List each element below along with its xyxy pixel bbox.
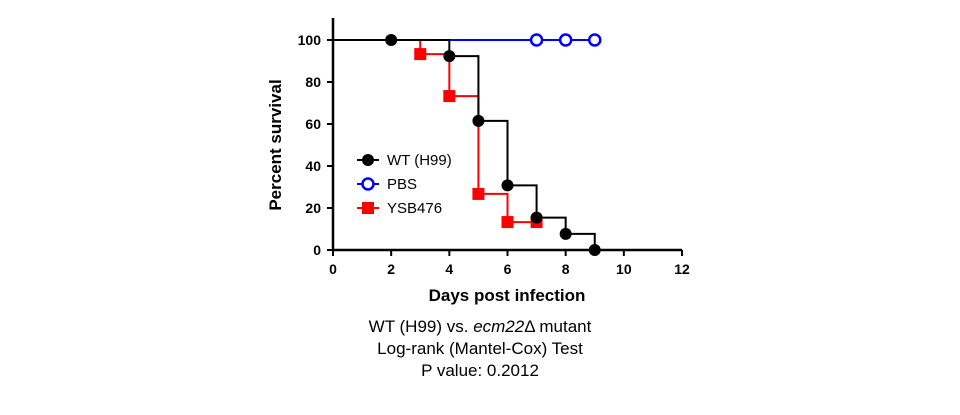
legend-label: YSB476 <box>387 200 442 217</box>
caption-prefix: WT (H99) vs. <box>368 317 474 336</box>
series-line-ysb476 <box>333 39 537 224</box>
caption-gene-name: ecm22 <box>473 317 525 336</box>
marker-wt-h99 <box>385 34 398 46</box>
caption-line-2: Log-rank (Mantel-Cox) Test <box>377 339 583 358</box>
caption-line-1: WT (H99) vs. ecm22Δ mutant <box>0 316 960 338</box>
caption-delta: Δ <box>524 317 535 336</box>
y-tick-label: 80 <box>305 74 321 90</box>
marker-ysb476 <box>472 187 485 200</box>
legend-label: WT (H99) <box>387 152 452 169</box>
caption-suffix: mutant <box>534 317 592 336</box>
legend-item-wt-h99: WT (H99) <box>357 152 452 169</box>
legend-item-ysb476: YSB476 <box>357 200 442 217</box>
legend-marker <box>362 154 374 166</box>
axes: 0 2 4 6 8 10 12 0 20 40 60 80 100 <box>298 18 690 277</box>
marker-wt-h99 <box>530 211 543 224</box>
marker-pbs <box>529 33 544 47</box>
legend-marker <box>362 202 374 214</box>
caption-line-3: P value: 0.2012 <box>421 361 539 380</box>
x-tick-label: 4 <box>445 261 453 277</box>
x-tick-label: 0 <box>329 261 337 277</box>
y-axis-title: Percent survival <box>266 79 285 210</box>
x-tick-label: 8 <box>562 261 570 277</box>
marker-pbs <box>588 33 602 47</box>
y-tick-label: 40 <box>305 158 321 174</box>
marker-pbs <box>558 33 573 47</box>
y-tick-label: 100 <box>298 32 322 48</box>
x-tick-label: 6 <box>504 261 512 277</box>
x-tick-label: 10 <box>616 261 632 277</box>
legend: WT (H99) PBS YSB476 <box>357 152 452 217</box>
legend-marker <box>361 177 375 191</box>
marker-wt-h99 <box>472 114 485 127</box>
legend-label: PBS <box>387 176 417 193</box>
y-tick-label: 20 <box>305 200 321 216</box>
marker-wt-h99 <box>559 227 572 240</box>
legend-item-pbs: PBS <box>357 176 417 193</box>
marker-wt-h99 <box>588 244 601 256</box>
y-tick-label: 60 <box>305 116 321 132</box>
x-axis-title: Days post infection <box>429 286 586 305</box>
data-markers <box>385 33 602 256</box>
marker-ysb476 <box>414 48 427 61</box>
marker-wt-h99 <box>501 179 514 192</box>
marker-ysb476 <box>443 90 456 103</box>
x-tick-label: 2 <box>387 261 395 277</box>
y-tick-label: 0 <box>313 242 321 258</box>
caption: WT (H99) vs. ecm22Δ mutant Log-rank (Man… <box>0 316 960 382</box>
marker-wt-h99 <box>443 50 456 63</box>
marker-ysb476 <box>501 216 514 229</box>
x-tick-label: 12 <box>674 261 690 277</box>
